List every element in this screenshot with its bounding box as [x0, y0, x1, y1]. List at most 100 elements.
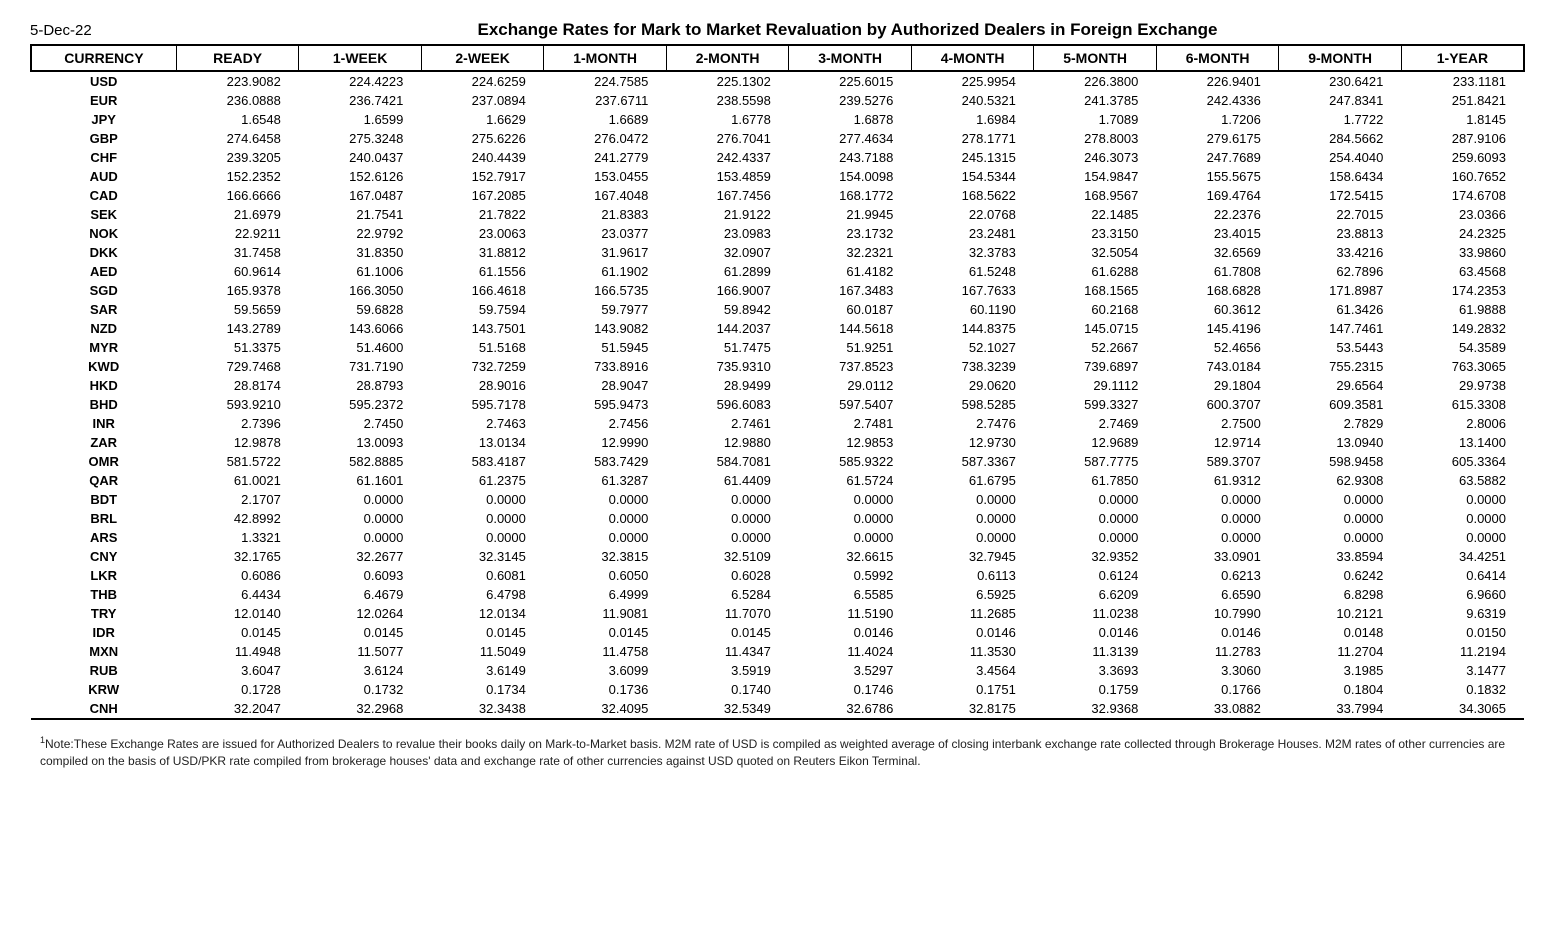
- rate-cell: 225.6015: [789, 71, 912, 91]
- rate-cell: 61.2375: [421, 471, 544, 490]
- rate-cell: 247.7689: [1156, 148, 1279, 167]
- rate-cell: 167.2085: [421, 186, 544, 205]
- rate-cell: 238.5598: [666, 91, 789, 110]
- rate-cell: 167.4048: [544, 186, 667, 205]
- rate-cell: 13.1400: [1401, 433, 1524, 452]
- rate-cell: 168.6828: [1156, 281, 1279, 300]
- rate-cell: 276.7041: [666, 129, 789, 148]
- rate-cell: 33.0901: [1156, 547, 1279, 566]
- rate-cell: 737.8523: [789, 357, 912, 376]
- rate-cell: 34.3065: [1401, 699, 1524, 719]
- rate-cell: 23.2481: [911, 224, 1034, 243]
- rate-cell: 32.5109: [666, 547, 789, 566]
- rate-cell: 62.7896: [1279, 262, 1402, 281]
- rate-cell: 52.4656: [1156, 338, 1279, 357]
- rate-cell: 12.0264: [299, 604, 422, 623]
- rate-cell: 243.7188: [789, 148, 912, 167]
- rate-cell: 22.7015: [1279, 205, 1402, 224]
- rate-cell: 0.5992: [789, 566, 912, 585]
- currency-cell: SGD: [31, 281, 176, 300]
- rate-cell: 0.6124: [1034, 566, 1157, 585]
- col-1-week: 1-WEEK: [299, 45, 422, 71]
- rate-cell: 582.8885: [299, 452, 422, 471]
- rate-cell: 11.5190: [789, 604, 912, 623]
- rate-cell: 152.7917: [421, 167, 544, 186]
- rate-cell: 32.9352: [1034, 547, 1157, 566]
- currency-cell: USD: [31, 71, 176, 91]
- rate-cell: 51.3375: [176, 338, 299, 357]
- col-9-month: 9-MONTH: [1279, 45, 1402, 71]
- rate-cell: 13.0093: [299, 433, 422, 452]
- rate-cell: 0.1732: [299, 680, 422, 699]
- col-4-month: 4-MONTH: [911, 45, 1034, 71]
- rate-cell: 166.6666: [176, 186, 299, 205]
- rate-cell: 167.0487: [299, 186, 422, 205]
- rate-cell: 21.7541: [299, 205, 422, 224]
- rate-cell: 1.3321: [176, 528, 299, 547]
- rate-cell: 32.3815: [544, 547, 667, 566]
- rate-cell: 6.8298: [1279, 585, 1402, 604]
- rate-cell: 144.2037: [666, 319, 789, 338]
- rate-cell: 60.3612: [1156, 300, 1279, 319]
- rate-cell: 0.0000: [1401, 509, 1524, 528]
- rate-cell: 584.7081: [666, 452, 789, 471]
- currency-cell: AUD: [31, 167, 176, 186]
- rate-cell: 2.7463: [421, 414, 544, 433]
- rate-cell: 0.0000: [299, 509, 422, 528]
- rate-cell: 32.8175: [911, 699, 1034, 719]
- rate-cell: 6.6209: [1034, 585, 1157, 604]
- rate-cell: 29.0112: [789, 376, 912, 395]
- rate-cell: 6.9660: [1401, 585, 1524, 604]
- rate-cell: 0.6093: [299, 566, 422, 585]
- rate-cell: 32.0907: [666, 243, 789, 262]
- rate-cell: 31.7458: [176, 243, 299, 262]
- rate-cell: 144.8375: [911, 319, 1034, 338]
- rate-cell: 583.7429: [544, 452, 667, 471]
- rate-cell: 152.2352: [176, 167, 299, 186]
- rate-cell: 0.0000: [911, 490, 1034, 509]
- rate-cell: 11.5049: [421, 642, 544, 661]
- rate-cell: 59.5659: [176, 300, 299, 319]
- rate-cell: 60.9614: [176, 262, 299, 281]
- rate-cell: 0.0000: [1156, 528, 1279, 547]
- rate-cell: 732.7259: [421, 357, 544, 376]
- rate-cell: 2.7481: [789, 414, 912, 433]
- table-row: MXN11.494811.507711.504911.475811.434711…: [31, 642, 1524, 661]
- rate-cell: 60.1190: [911, 300, 1034, 319]
- currency-cell: HKD: [31, 376, 176, 395]
- col-2-month: 2-MONTH: [666, 45, 789, 71]
- rate-cell: 22.9211: [176, 224, 299, 243]
- rate-cell: 61.6288: [1034, 262, 1157, 281]
- rate-cell: 236.0888: [176, 91, 299, 110]
- rate-cell: 2.7396: [176, 414, 299, 433]
- rate-cell: 32.1765: [176, 547, 299, 566]
- rate-cell: 32.2968: [299, 699, 422, 719]
- rate-cell: 0.0000: [421, 528, 544, 547]
- rate-cell: 585.9322: [789, 452, 912, 471]
- rates-table: CURRENCYREADY1-WEEK2-WEEK1-MONTH2-MONTH3…: [30, 44, 1525, 720]
- rate-cell: 11.4948: [176, 642, 299, 661]
- currency-cell: DKK: [31, 243, 176, 262]
- table-row: TRY12.014012.026412.013411.908111.707011…: [31, 604, 1524, 623]
- rate-cell: 0.6113: [911, 566, 1034, 585]
- table-row: RUB3.60473.61243.61493.60993.59193.52973…: [31, 661, 1524, 680]
- rate-cell: 1.6629: [421, 110, 544, 129]
- rate-cell: 28.9047: [544, 376, 667, 395]
- table-row: USD223.9082224.4223224.6259224.7585225.1…: [31, 71, 1524, 91]
- rate-cell: 31.8812: [421, 243, 544, 262]
- rate-cell: 733.8916: [544, 357, 667, 376]
- rate-cell: 2.7476: [911, 414, 1034, 433]
- rate-cell: 32.2321: [789, 243, 912, 262]
- rate-cell: 598.9458: [1279, 452, 1402, 471]
- rate-cell: 10.2121: [1279, 604, 1402, 623]
- table-row: SGD165.9378166.3050166.4618166.5735166.9…: [31, 281, 1524, 300]
- rate-cell: 61.1902: [544, 262, 667, 281]
- rate-cell: 6.4999: [544, 585, 667, 604]
- rate-cell: 0.1728: [176, 680, 299, 699]
- rate-cell: 595.2372: [299, 395, 422, 414]
- table-row: OMR581.5722582.8885583.4187583.7429584.7…: [31, 452, 1524, 471]
- currency-cell: MXN: [31, 642, 176, 661]
- rate-cell: 61.3426: [1279, 300, 1402, 319]
- rate-cell: 59.7594: [421, 300, 544, 319]
- rate-cell: 11.4347: [666, 642, 789, 661]
